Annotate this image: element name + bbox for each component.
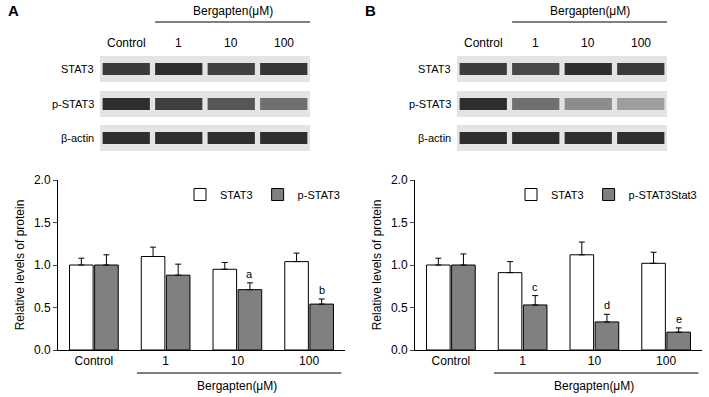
svg-text:0.0: 0.0 [391,343,408,357]
svg-text:STAT3: STAT3 [551,189,584,201]
svg-text:b: b [319,284,325,296]
svg-text:10: 10 [581,36,595,50]
svg-text:d: d [604,299,610,311]
svg-text:p-STAT3Stat3: p-STAT3Stat3 [629,189,697,201]
svg-text:1.0: 1.0 [34,258,51,272]
svg-text:1.5: 1.5 [34,216,51,230]
svg-text:Control: Control [75,354,114,368]
svg-text:Control: Control [464,36,503,50]
svg-text:Control: Control [432,354,471,368]
svg-text:Relative levels of protein: Relative levels of protein [13,200,27,331]
svg-text:2.0: 2.0 [391,173,408,187]
svg-text:Bergapten(μM): Bergapten(μM) [197,379,277,393]
svg-text:10: 10 [588,354,602,368]
svg-text:100: 100 [299,354,319,368]
svg-text:STAT3: STAT3 [220,189,253,201]
svg-text:2.0: 2.0 [34,173,51,187]
svg-text:A: A [8,2,19,19]
svg-text:Bergapten(μM): Bergapten(μM) [550,4,630,18]
svg-text:0.0: 0.0 [34,343,51,357]
svg-text:β-actin: β-actin [61,132,94,144]
svg-text:10: 10 [224,36,238,50]
svg-text:1.0: 1.0 [391,258,408,272]
svg-text:STAT3: STAT3 [418,63,451,75]
svg-text:p-STAT3: p-STAT3 [52,98,94,110]
svg-text:1: 1 [175,36,182,50]
svg-text:β-actin: β-actin [418,132,451,144]
svg-text:100: 100 [656,354,676,368]
svg-text:1: 1 [519,354,526,368]
svg-text:1: 1 [532,36,539,50]
svg-text:100: 100 [274,36,294,50]
svg-text:STAT3: STAT3 [61,63,94,75]
svg-text:0.5: 0.5 [391,301,408,315]
svg-text:a: a [246,268,253,280]
svg-text:B: B [365,2,376,19]
svg-text:0.5: 0.5 [34,301,51,315]
svg-text:10: 10 [231,354,245,368]
svg-text:100: 100 [631,36,651,50]
svg-text:Bergapten(μM): Bergapten(μM) [193,4,273,18]
svg-text:Control: Control [107,36,146,50]
svg-text:p-STAT3: p-STAT3 [409,98,451,110]
svg-text:c: c [532,281,538,293]
svg-text:e: e [676,313,682,325]
svg-text:Bergapten(μM): Bergapten(μM) [554,379,634,393]
svg-text:1.5: 1.5 [391,216,408,230]
svg-text:Relative levels of protein: Relative levels of protein [370,200,384,331]
svg-text:p-STAT3: p-STAT3 [298,189,340,201]
svg-text:1: 1 [162,354,169,368]
